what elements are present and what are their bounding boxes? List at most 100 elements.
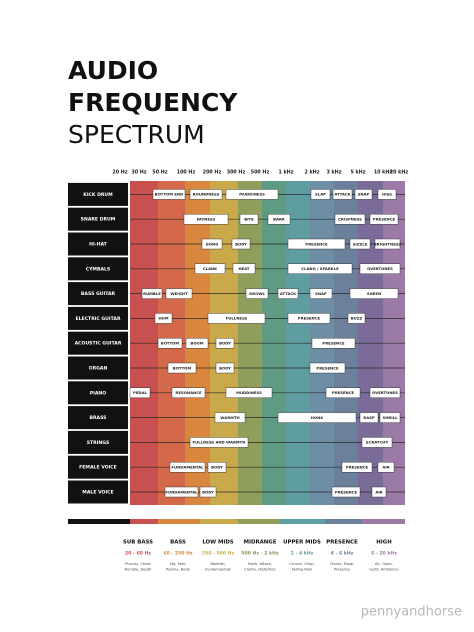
tag-label: PEDAL: [133, 390, 147, 395]
watermark: pennyandhorse: [361, 605, 462, 620]
tag-box: [309, 362, 346, 374]
tag-label: SNAP: [315, 291, 327, 296]
tag-label: SHRILL: [382, 415, 398, 420]
tag-box: [309, 288, 333, 299]
tag-label: HEAT: [238, 266, 249, 271]
frequency-label: 100 Hz: [177, 170, 196, 176]
tag-label: BOTTOM END: [155, 192, 184, 197]
tag-label: BOTTOM: [173, 365, 192, 370]
tag-box: [154, 313, 173, 324]
band-range: 2 - 4 kHz: [291, 551, 314, 557]
tag-label: CLANK: [203, 266, 218, 271]
instrument-box: [68, 480, 128, 504]
instrument-label: ACOUSTIC GUITAR: [75, 341, 122, 347]
frequency-label: 30 Hz: [131, 170, 146, 176]
instrument-label: CYMBALS: [86, 266, 111, 272]
band-name: HIGH: [376, 540, 392, 546]
frequency-label: 20 kHz: [390, 170, 409, 176]
tag-box: [311, 338, 356, 349]
tag-box: [189, 437, 249, 448]
tag-box: [267, 213, 291, 225]
band-description: Presence: [334, 568, 351, 572]
band-range: 6 - 20 kHz: [371, 551, 397, 557]
band-description: Rumble, Depth: [125, 568, 152, 572]
instrument-label: ELECTRIC GUITAR: [75, 316, 120, 322]
instrument-label: KICK DRUM: [83, 192, 113, 198]
tag-label: SHEEN: [367, 291, 381, 296]
band-range: 20 - 60 Hz: [125, 551, 151, 557]
tag-box: [199, 486, 217, 498]
tag-label: BODY: [219, 365, 231, 370]
frequency-label: 200 Hz: [203, 170, 222, 176]
tag-box: [371, 486, 387, 498]
tag-label: FULLNESS: [226, 316, 248, 321]
tag-box: [215, 362, 235, 374]
frequency-label: 5 kHz: [350, 170, 365, 176]
tag-label: OVERTONES: [367, 266, 393, 271]
tag-box: [310, 189, 331, 200]
frequency-label: 10 kHz: [374, 170, 393, 176]
tag-label: CLANG / SPARKLE: [301, 266, 339, 271]
tag-label: SLAP: [315, 192, 326, 197]
instrument-box: [68, 331, 128, 355]
tag-box: [277, 288, 299, 299]
band-name: BASS: [170, 540, 186, 546]
instrument-box: [68, 207, 128, 231]
tag-label: FUNDAMENTAL: [165, 489, 198, 494]
tag-label: SNAP: [358, 192, 370, 197]
tag-label: RASP: [363, 415, 375, 420]
tag-label: HISS: [382, 192, 392, 197]
legend-bar: [325, 519, 362, 524]
tag-box: [215, 338, 235, 349]
tag-box: [277, 412, 357, 423]
tag-label: PRESENCE: [305, 241, 328, 246]
instrument-label: PIANO: [90, 390, 106, 396]
tag-box: [167, 362, 197, 374]
tag-box: [232, 263, 256, 274]
tag-label: SCRATCHY: [366, 440, 389, 445]
instrument-box: [68, 381, 128, 405]
legend-bar: [362, 519, 405, 524]
tag-box: [349, 288, 399, 299]
tag-label: BODY: [202, 489, 214, 494]
tag-label: RESONANCE: [175, 390, 202, 395]
band-name: PRESENCE: [326, 540, 358, 546]
band-description: Clarity, Edge,: [330, 562, 354, 566]
legend-bar: [200, 519, 238, 524]
frequency-label: 20 Hz: [112, 170, 127, 176]
band-range: 60 - 250 Hz: [163, 551, 193, 557]
tag-box: [379, 412, 401, 423]
tag-label: ATTACK: [280, 291, 297, 296]
instrument-label: BRASS: [89, 415, 106, 421]
tag-label: BRIGHTNESS: [374, 241, 401, 246]
tag-box: [359, 412, 379, 423]
tag-box: [349, 238, 371, 250]
tag-label: AIR: [382, 465, 389, 470]
tag-box: [287, 263, 353, 274]
band-description: Crunch, Crisp,: [289, 562, 314, 566]
title-line: SPECTRUM: [68, 120, 205, 149]
instrument-box: [68, 182, 128, 206]
legend-bar: [238, 519, 280, 524]
band-description: Warmth,: [210, 562, 225, 566]
instrument-label: FEMALE VOICE: [79, 465, 117, 471]
tag-label: BUZZ: [351, 316, 363, 321]
band-name: MIDRANGE: [244, 540, 277, 546]
tag-label: FULLNESS AND WARMTH: [193, 440, 246, 445]
band-name: SUB BASS: [123, 540, 153, 546]
instrument-box: [68, 282, 128, 306]
tag-label: SIZZLE: [353, 241, 368, 246]
tag-box: [185, 338, 209, 349]
instrument-box: [68, 356, 128, 380]
band-description: Fundamentals: [205, 568, 231, 572]
tag-box: [231, 238, 251, 250]
tag-box: [239, 213, 259, 225]
legend-bar-black: [68, 519, 130, 524]
band-description: Light, Ambience: [369, 568, 399, 572]
band-range: 500 Hz - 2 kHz: [241, 551, 279, 557]
tag-box: [361, 437, 393, 448]
tag-label: RUMBLE: [143, 291, 161, 296]
band-description: Clarity, Distortion: [244, 568, 276, 572]
band-description: Fat, Feel,: [170, 562, 186, 566]
